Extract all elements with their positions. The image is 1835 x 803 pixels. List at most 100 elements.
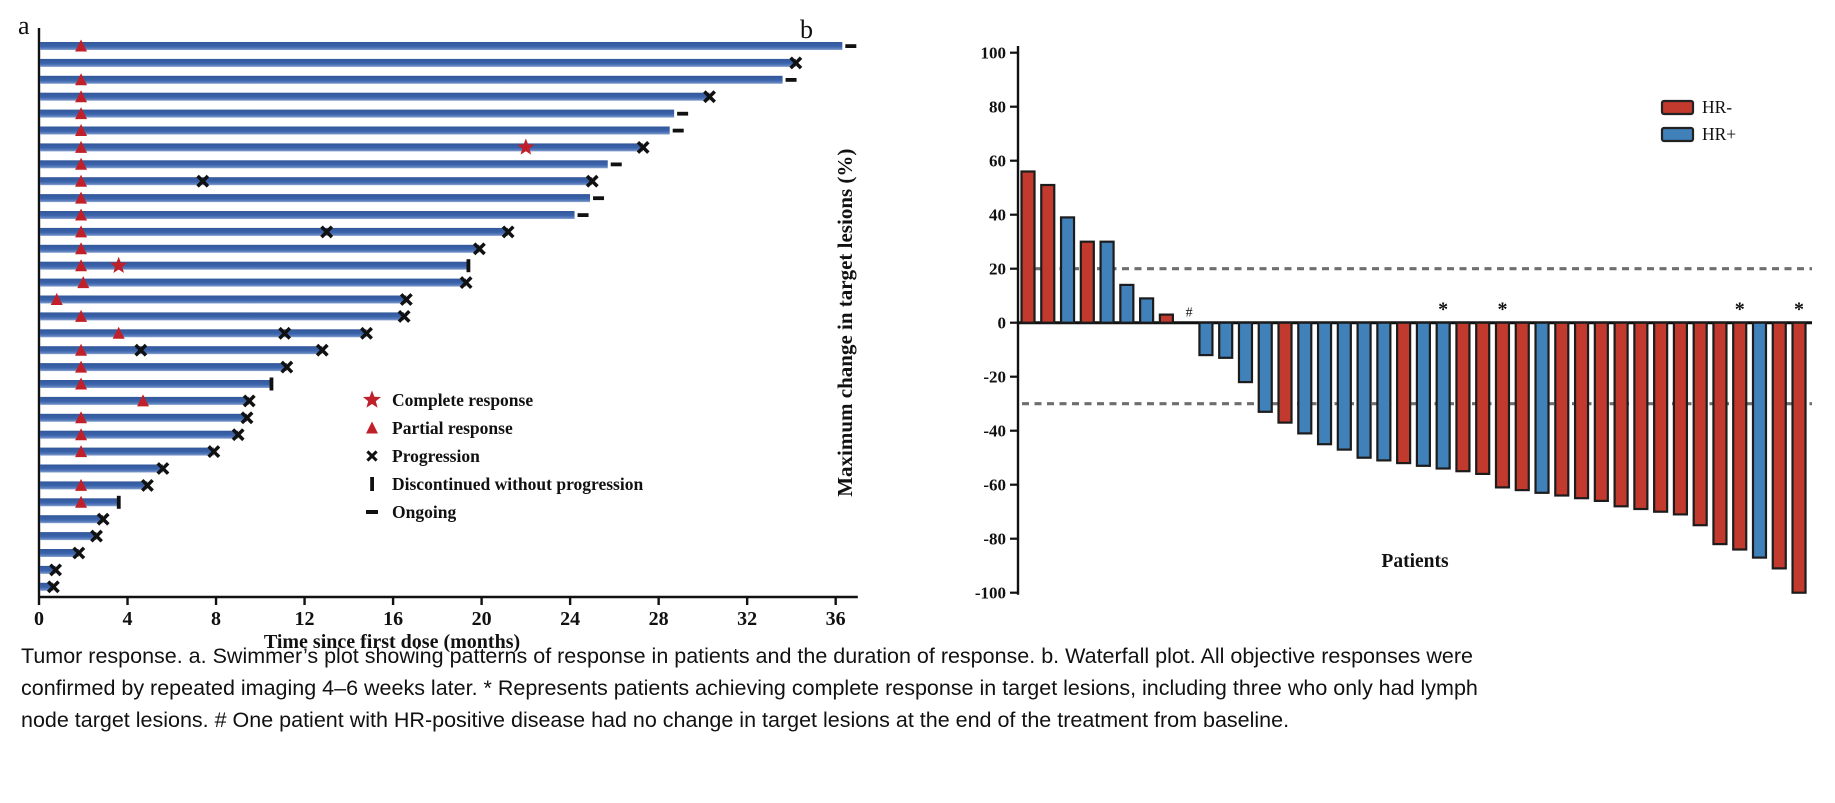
waterfall-bar-hr-negative: [1396, 321, 1412, 465]
waterfall-bar-hr-negative: [1672, 321, 1689, 516]
waterfall-bar-hr-positive: [1415, 321, 1432, 467]
swimmer-bar: [40, 532, 97, 541]
progression-marker: [360, 326, 373, 340]
progression-marker: [459, 276, 473, 290]
waterfall-bar-hr-positive: [1376, 321, 1392, 462]
swimmer-bar: [40, 194, 591, 203]
waterfall-plot: b 100 80 60 40 20 0 -20 -40 -60 -80 -100 Maximum cha…: [800, 15, 1812, 603]
progression-marker: [789, 56, 803, 70]
swimmer-bar: [40, 481, 148, 490]
caption-line-2: confirmed by repeated imaging 4–6 weeks …: [21, 676, 1478, 700]
partial-response-marker: [75, 107, 88, 120]
partial-response-marker: [75, 73, 88, 86]
swimmer-bar: [40, 42, 843, 50]
legend-label: Progression: [392, 446, 480, 466]
progression-marker: [315, 343, 329, 357]
waterfall-bar-hr-positive: [1534, 321, 1550, 494]
complete-response-asterisk: *: [1794, 299, 1804, 321]
y-tick-label: -80: [983, 530, 1006, 549]
partial-response-marker: [75, 377, 88, 390]
progression-marker: [46, 580, 60, 594]
progression-marker: [320, 225, 334, 239]
legend-label: Complete response: [392, 390, 533, 410]
y-axis-title: Maximum change in target lesions (%): [833, 149, 857, 497]
swimmer-bar: [40, 244, 480, 253]
y-tick-label: -100: [975, 584, 1006, 603]
waterfall-bar-hr-positive: [1237, 321, 1254, 384]
no-change-hash: #: [1186, 306, 1193, 321]
partial-response-marker: [75, 445, 88, 458]
swimmer-bar: [40, 227, 509, 236]
progression-marker: [472, 242, 486, 256]
swimmer-bar: [40, 565, 56, 574]
swimmer-bar: [40, 413, 248, 422]
discontinued-marker: [466, 259, 471, 273]
swimmer-bar: [40, 160, 608, 169]
legend-star-icon: [362, 390, 382, 408]
partial-response-marker: [75, 90, 88, 103]
partial-response-marker: [75, 428, 88, 441]
ongoing-marker: [845, 44, 857, 48]
swimmer-bar: [40, 295, 407, 304]
waterfall-bar-hr-negative: [1712, 321, 1728, 546]
legend-triangle-icon: [366, 421, 378, 434]
x-tick-label: 28: [649, 608, 669, 630]
partial-response-marker: [75, 39, 88, 52]
waterfall-bar-hr-negative: [1554, 321, 1570, 497]
partial-response-marker: [75, 360, 88, 373]
swimmer-bar: [40, 58, 796, 67]
waterfall-bar-hr-negative: [1079, 240, 1095, 324]
y-tick-label: 80: [989, 98, 1006, 117]
partial-response-marker: [75, 225, 88, 238]
swimmer-bar: [40, 515, 104, 524]
partial-response-marker: [75, 191, 88, 204]
legend-discontinued-icon: [370, 477, 374, 491]
legend-x-icon: [366, 450, 378, 462]
ongoing-marker: [593, 196, 605, 201]
progression-marker: [72, 546, 86, 560]
waterfall-bar-hr-negative: [1633, 321, 1649, 511]
waterfall-bar-hr-negative: [1732, 321, 1748, 551]
partial-response-marker: [75, 124, 88, 136]
progression-marker: [501, 225, 515, 239]
complete-response-asterisk: *: [1438, 299, 1448, 321]
x-tick-label: 24: [560, 608, 580, 630]
complete-response-marker: [517, 138, 535, 155]
waterfall-bar-hr-positive: [1059, 216, 1076, 324]
legend-ongoing-icon: [366, 510, 378, 514]
legend-label: HR-: [1702, 97, 1732, 117]
waterfall-bar-hr-negative: [1475, 321, 1491, 476]
legend-swatch-icon: [1660, 99, 1695, 116]
x-tick-label: 0: [34, 608, 44, 630]
waterfall-bar-hr-negative: [1158, 313, 1174, 324]
waterfall-bar-hr-positive: [1336, 321, 1352, 451]
progression-marker: [196, 174, 210, 188]
swimmer-bar: [40, 92, 710, 101]
swimmer-bar: [40, 363, 287, 372]
waterfall-bar-hr-positive: [1435, 321, 1451, 470]
waterfall-bar-hr-positive: [1751, 321, 1768, 559]
waterfall-bar-hr-negative: [1771, 321, 1787, 570]
progression-marker: [156, 462, 170, 475]
swimmer-bar: [40, 329, 367, 338]
progression-marker: [240, 411, 254, 425]
swimmer-bar: [40, 312, 405, 321]
progression-marker: [49, 563, 63, 577]
waterfall-bar-hr-positive: [1198, 321, 1214, 357]
partial-response-marker: [75, 495, 88, 508]
waterfall-bar-hr-negative: [1455, 321, 1471, 473]
y-tick-label: 0: [998, 314, 1007, 333]
ongoing-marker: [577, 213, 589, 217]
partial-response-marker: [75, 157, 88, 170]
waterfall-bar-hr-negative: [1791, 321, 1807, 594]
ongoing-marker: [672, 128, 684, 133]
swimmer-bar: [40, 109, 675, 118]
partial-response-marker: [75, 478, 88, 491]
waterfall-bar-hr-positive: [1099, 240, 1115, 324]
swimmer-bar: [40, 278, 467, 287]
partial-response-marker: [75, 309, 88, 322]
waterfall-bar-hr-positive: [1316, 321, 1333, 446]
legend-label: HR+: [1702, 124, 1736, 144]
caption-line-1: Tumor response. a. Swimmer’s plot showin…: [21, 644, 1474, 668]
partial-response-marker: [75, 140, 88, 153]
